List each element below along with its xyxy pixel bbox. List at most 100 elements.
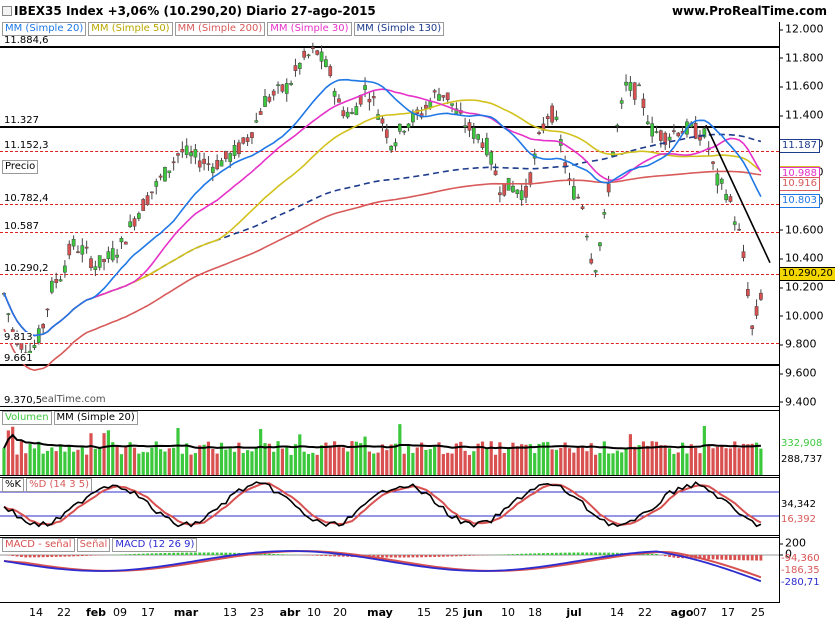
candle xyxy=(194,149,197,157)
candle xyxy=(716,174,719,185)
candle xyxy=(337,99,340,102)
price-tick-label: 11.800 xyxy=(785,51,824,64)
legend-macd[interactable]: MACD (12 26 9) xyxy=(112,538,197,552)
volume-bar xyxy=(224,450,227,475)
volume-bar xyxy=(394,444,397,475)
candle xyxy=(490,152,493,164)
volume-bar xyxy=(55,451,58,475)
macd-panel[interactable]: MACD - señal Señal MACD (12 26 9) xyxy=(0,537,779,603)
candle xyxy=(272,91,275,95)
macd-hist-bar xyxy=(11,555,14,556)
price-tick-label: 10.400 xyxy=(785,252,824,265)
volume-bar xyxy=(33,448,36,475)
macd-hist-bar xyxy=(181,553,184,555)
date-tick-label: 10 xyxy=(307,606,321,619)
macd-hist-bar xyxy=(525,554,528,555)
candle xyxy=(390,146,393,150)
volume-bar xyxy=(46,451,49,475)
volume-bar xyxy=(311,453,314,475)
legend-precio[interactable]: Precio xyxy=(2,160,38,174)
legend-mm130[interactable]: MM (Simple 130) xyxy=(354,22,445,36)
legend-signal[interactable]: Señal xyxy=(77,538,111,552)
macd-hist-bar xyxy=(316,555,319,556)
legend-volumen[interactable]: Volumen xyxy=(2,411,52,425)
macd-hist-bar xyxy=(720,555,723,560)
macd-hist-bar xyxy=(529,553,532,555)
legend-d[interactable]: %D (14 3 5) xyxy=(26,478,92,492)
candle xyxy=(294,66,297,71)
price-tick-label: 10.200 xyxy=(785,281,824,294)
level-label: 11.327 xyxy=(4,115,39,126)
legend-macd-hist[interactable]: MACD - señal xyxy=(2,538,75,552)
macd-hist-bar xyxy=(320,555,323,556)
macd-hist-bar xyxy=(194,553,197,555)
candle xyxy=(198,161,201,167)
price-legend: MM (Simple 20) MM (Simple 50) MM (Simple… xyxy=(2,22,444,36)
candle xyxy=(546,116,549,118)
volume-bar xyxy=(329,446,332,475)
candle xyxy=(616,125,619,126)
candle xyxy=(494,171,497,175)
volume-panel[interactable]: Volumen MM (Simple 20) xyxy=(0,410,779,476)
volume-bar xyxy=(81,446,84,475)
instrument-icon xyxy=(2,6,12,16)
candle xyxy=(111,249,114,260)
volume-bar xyxy=(664,445,667,475)
volume-bar xyxy=(746,444,749,475)
candle xyxy=(638,85,641,86)
volume-bar xyxy=(407,445,410,475)
candle xyxy=(290,83,293,84)
level-label: 11.152,3 xyxy=(4,140,49,151)
volume-bar xyxy=(24,453,27,475)
volume-last-label: 332,908 xyxy=(779,438,824,450)
volume-bar xyxy=(368,452,371,475)
volume-bar xyxy=(659,445,662,475)
price-tick-label: 9.400 xyxy=(785,395,817,408)
volume-bar xyxy=(2,448,5,475)
candle xyxy=(585,236,588,237)
macd-hist-bar xyxy=(46,555,49,557)
candle xyxy=(159,176,162,177)
volume-bar xyxy=(677,452,680,475)
candle xyxy=(711,162,714,164)
date-tick-label: jun xyxy=(463,606,482,619)
level-label: 11.884,6 xyxy=(4,35,49,46)
legend-mm200[interactable]: MM (Simple 200) xyxy=(175,22,266,36)
legend-mm50[interactable]: MM (Simple 50) xyxy=(88,22,172,36)
candle xyxy=(572,186,575,199)
site-link[interactable]: www.ProRealTime.com xyxy=(672,4,827,18)
legend-volume-mm20[interactable]: MM (Simple 20) xyxy=(54,411,138,425)
volume-bar xyxy=(216,454,219,475)
volume-bar xyxy=(85,455,88,475)
date-tick-label: jul xyxy=(566,606,581,619)
legend-mm20[interactable]: MM (Simple 20) xyxy=(2,22,86,36)
macd-hist-bar xyxy=(503,554,506,555)
volume-bar xyxy=(211,449,214,475)
stochastic-d-label: 16,392 xyxy=(779,514,818,526)
date-tick-label: may xyxy=(367,606,393,619)
macd-hist-bar xyxy=(120,554,123,555)
candle xyxy=(551,106,554,122)
macd-hist-bar xyxy=(24,555,27,557)
volume-bar xyxy=(142,452,145,475)
macd-hist-bar xyxy=(385,555,388,557)
date-tick-label: 22 xyxy=(57,606,71,619)
volume-bar xyxy=(403,454,406,475)
price-panel[interactable]: MM (Simple 20) MM (Simple 50) MM (Simple… xyxy=(0,22,779,407)
volume-bar xyxy=(242,453,245,475)
candle xyxy=(76,252,79,253)
volume-bar xyxy=(725,448,728,475)
stochastic-panel[interactable]: %K %D (14 3 5) xyxy=(0,477,779,536)
level-line[interactable] xyxy=(0,406,779,407)
volume-bar xyxy=(129,442,132,475)
volume-bar xyxy=(711,448,714,475)
legend-mm30[interactable]: MM (Simple 30) xyxy=(267,22,351,36)
legend-k[interactable]: %K xyxy=(2,478,24,492)
candle xyxy=(229,153,232,161)
candle xyxy=(168,171,171,173)
volume-bar xyxy=(342,447,345,475)
level-label: 10.782,4 xyxy=(4,193,49,204)
candle xyxy=(89,259,92,268)
macd-hist-bar xyxy=(133,554,136,555)
candle xyxy=(55,279,58,282)
